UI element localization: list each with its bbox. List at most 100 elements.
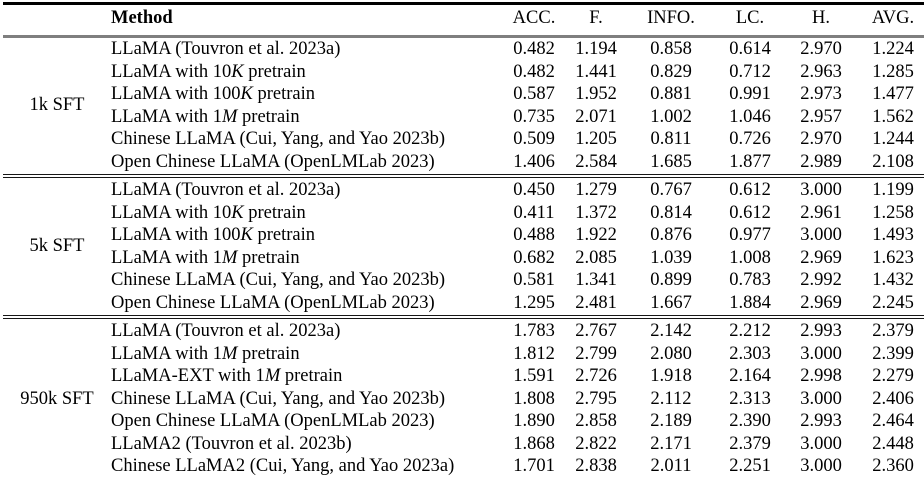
method-text: LLaMA with 100 <box>111 225 241 245</box>
value-cell: 2.767 <box>575 321 617 341</box>
math-variable: M <box>222 247 238 268</box>
method-text: pretrain <box>243 61 306 82</box>
value-cell: 3.000 <box>800 433 842 454</box>
value-cell: 1.258 <box>872 202 914 223</box>
method-cell: LLaMA with 100K pretrain <box>111 224 501 247</box>
value-cell: 0.612 <box>729 202 771 223</box>
method-text: LLaMA (Touvron et al. 2023a) <box>111 39 341 59</box>
metric-column-header: LC. <box>717 3 783 38</box>
method-text: LLaMA (Touvron et al. 2023a) <box>111 180 341 200</box>
value-cell: 1.918 <box>650 366 692 386</box>
value-cell: 2.251 <box>729 456 771 476</box>
value-cell: 0.899 <box>650 270 692 290</box>
method-text: Open Chinese LLaMA (OpenLMLab 2023) <box>111 292 435 313</box>
method-text: pretrain <box>237 247 300 268</box>
value-cell: 0.488 <box>513 225 555 245</box>
double-rule-line <box>3 315 924 319</box>
method-text: Chinese LLaMA (Cui, Yang, and Yao 2023b) <box>111 270 446 290</box>
value-cell: 0.581 <box>513 270 555 290</box>
value-cell: 0.977 <box>729 225 771 245</box>
value-cell: 0.767 <box>650 180 692 200</box>
value-cell: 2.993 <box>800 321 842 341</box>
table-row: LLaMA with 100K pretrain 0.488 1.922 0.876 0… <box>3 224 924 247</box>
value-cell: 2.799 <box>575 343 617 364</box>
value-cell: 2.961 <box>800 202 842 223</box>
value-cell: 1.877 <box>729 151 771 172</box>
value-cell: 2.481 <box>575 292 617 313</box>
method-cell: Open Chinese LLaMA (OpenLMLab 2023) <box>111 151 501 174</box>
value-cell: 2.989 <box>800 151 842 172</box>
results-table: Method ACC. F. INFO. LC. H. AVG. 1k SFT LLaMA (… <box>3 2 924 477</box>
value-cell: 1.808 <box>513 388 555 409</box>
method-cell: LLaMA (Touvron et al. 2023a) <box>111 179 501 202</box>
value-cell: 1.783 <box>513 321 555 341</box>
value-cell: 2.080 <box>650 343 692 364</box>
group-label: 950k SFT <box>20 388 94 409</box>
table-row: 1k SFT LLaMA (Touvron et al. 2023a) 0.482 1… <box>3 37 924 115</box>
table-row: LLaMA with 1M pretrain 1.812 2.799 2.080 2.3… <box>3 343 924 366</box>
value-cell: 0.726 <box>729 129 771 149</box>
table-row: Chinese LLaMA2 (Cui, Yang, and Yao 2023a… <box>3 455 924 477</box>
method-cell: LLaMA (Touvron et al. 2023a) <box>111 320 501 343</box>
value-cell: 1.685 <box>650 151 692 172</box>
table-row: Chinese LLaMA (Cui, Yang, and Yao 2023b)… <box>3 128 924 151</box>
value-cell: 0.735 <box>513 106 555 127</box>
table-row: 950k SFT LLaMA (Touvron et al. 2023a) 1.78… <box>3 320 924 409</box>
value-cell: 1.868 <box>513 433 555 454</box>
value-cell: 1.205 <box>575 129 617 149</box>
value-cell: 0.482 <box>513 61 555 82</box>
method-text: LLaMA with 1 <box>111 247 222 268</box>
group-separator <box>3 314 924 320</box>
table-row: LLaMA with 10K pretrain 0.411 1.372 0.814 0.… <box>3 202 924 225</box>
method-text: LLaMA (Touvron et al. 2023a) <box>111 321 341 341</box>
method-cell: Chinese LLaMA (Cui, Yang, and Yao 2023b) <box>111 388 501 411</box>
value-cell: 2.957 <box>800 106 842 127</box>
value-cell: 1.812 <box>513 343 555 364</box>
method-text: LLaMA with 100 <box>111 84 241 104</box>
group-label: 5k SFT <box>29 236 85 257</box>
value-cell: 3.000 <box>800 225 842 245</box>
value-cell: 1.244 <box>872 129 914 149</box>
double-rule <box>3 314 924 320</box>
value-cell: 1.279 <box>575 180 617 200</box>
math-variable: K <box>240 225 253 245</box>
header-row: Method ACC. F. INFO. LC. H. AVG. <box>3 3 924 38</box>
value-cell: 2.112 <box>650 388 692 409</box>
value-cell: 1.002 <box>650 106 692 127</box>
value-cell: 3.000 <box>800 180 842 200</box>
value-cell: 1.884 <box>729 292 771 313</box>
value-cell: 0.811 <box>650 129 692 149</box>
value-cell: 2.212 <box>729 321 771 341</box>
value-cell: 2.171 <box>650 433 692 454</box>
method-text: Open Chinese LLaMA (OpenLMLab 2023) <box>111 411 435 431</box>
method-cell: LLaMA with 1M pretrain <box>111 247 501 270</box>
value-cell: 0.991 <box>729 84 771 104</box>
value-cell: 2.279 <box>872 366 914 386</box>
value-cell: 0.881 <box>650 84 692 104</box>
value-cell: 1.224 <box>872 39 914 59</box>
table-row: LLaMA-EXT with 1M pretrain 1.591 2.726 1.91… <box>3 365 924 388</box>
method-cell: Open Chinese LLaMA (OpenLMLab 2023) <box>111 292 501 315</box>
value-cell: 0.682 <box>513 247 555 268</box>
value-cell: 2.164 <box>729 366 771 386</box>
value-cell: 1.285 <box>872 61 914 82</box>
metric-column-header: H. <box>783 3 859 38</box>
method-text: pretrain <box>237 343 300 364</box>
table-row: Chinese LLaMA (Cui, Yang, and Yao 2023b)… <box>3 388 924 411</box>
value-cell: 2.448 <box>872 433 914 454</box>
method-text: LLaMA with 10 <box>111 202 232 223</box>
value-cell: 3.000 <box>800 456 842 476</box>
method-text: Chinese LLaMA (Cui, Yang, and Yao 2023b) <box>111 129 446 149</box>
double-rule <box>3 173 924 179</box>
value-cell: 0.814 <box>650 202 692 223</box>
math-variable: M <box>222 106 238 127</box>
table-row: Open Chinese LLaMA (OpenLMLab 2023) 1.295… <box>3 292 924 315</box>
method-cell: Chinese LLaMA2 (Cui, Yang, and Yao 2023a… <box>111 455 501 477</box>
method-cell: LLaMA-EXT with 1M pretrain <box>111 365 501 388</box>
value-cell: 2.822 <box>575 433 617 454</box>
method-text: pretrain <box>252 84 315 104</box>
value-cell: 1.591 <box>513 366 555 386</box>
value-cell: 2.245 <box>872 292 914 313</box>
method-text: Chinese LLaMA (Cui, Yang, and Yao 2023b) <box>111 388 446 409</box>
method-cell: Open Chinese LLaMA (OpenLMLab 2023) <box>111 410 501 433</box>
